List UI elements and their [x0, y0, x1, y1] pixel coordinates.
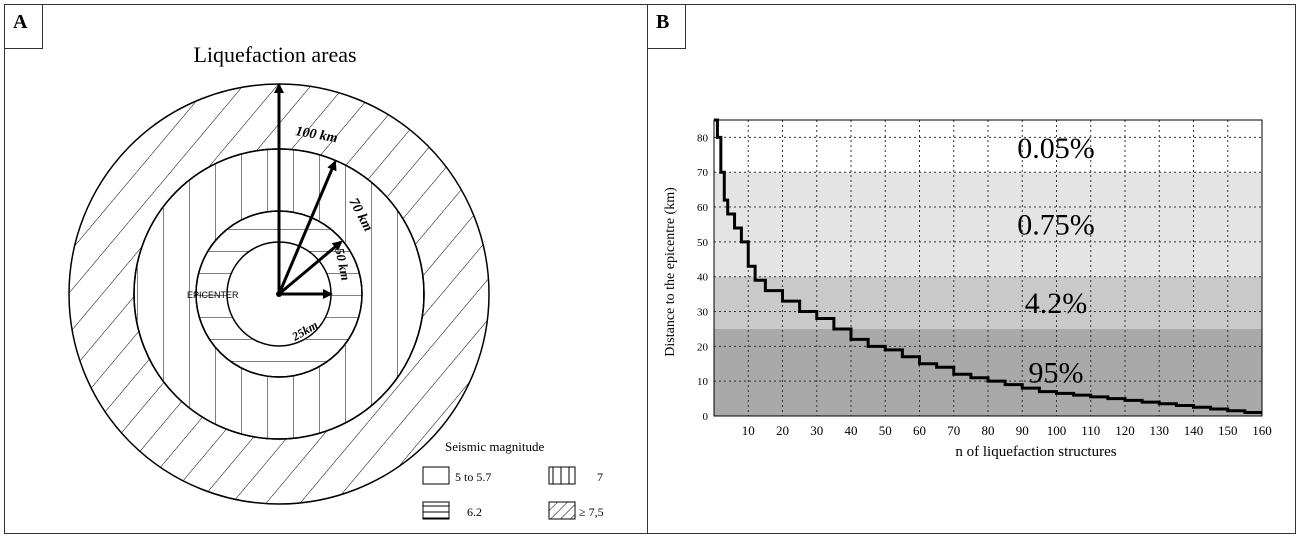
arrow-50km: [278, 240, 343, 296]
x-tick-label: 160: [1252, 423, 1272, 438]
x-tick-label: 130: [1150, 423, 1170, 438]
x-tick-label: 100: [1047, 423, 1067, 438]
radius-label-50km: 50 km: [332, 247, 354, 282]
x-tick-label: 140: [1184, 423, 1204, 438]
x-tick-label: 70: [947, 423, 960, 438]
y-tick-label: 40: [697, 272, 709, 284]
band-percent-label: 0.05%: [1017, 132, 1095, 165]
y-tick-label: 30: [697, 307, 709, 319]
series-line: [714, 118, 1262, 415]
panel-b-label: B: [648, 5, 686, 49]
y-tick-label: 80: [697, 132, 709, 144]
liquefaction-diagram: Liquefaction areas EPICENTER 100 km 70 k…: [68, 42, 604, 520]
x-tick-label: 20: [776, 423, 789, 438]
arrow-70km: [277, 160, 337, 295]
legend-swatch-diagonal: [548, 501, 576, 520]
x-tick-label: 110: [1081, 423, 1100, 438]
y-tick-label: 60: [697, 202, 709, 214]
radius-label-100km: 100 km: [294, 124, 338, 146]
x-tick-label: 150: [1218, 423, 1238, 438]
band-1: [714, 172, 1262, 277]
x-tick-label: 40: [845, 423, 858, 438]
legend-swatch-vertical: [548, 466, 576, 485]
panel-a: A Liquefaction areas: [4, 4, 648, 534]
legend-label-7-5: ≥ 7,5: [579, 505, 604, 519]
x-tick-label: 80: [982, 423, 995, 438]
plot-frame: [713, 119, 1263, 417]
panel-b: B 0.05% 0.75% 4.2% 95% 10 20 30 40 50 60 70 80 90 10…: [648, 4, 1296, 534]
x-tick-label: 120: [1115, 423, 1135, 438]
legend-swatch-empty: [422, 466, 450, 485]
panel-a-label: A: [5, 5, 43, 49]
x-tick-label: 50: [879, 423, 892, 438]
y-tick-label: 50: [697, 237, 709, 249]
band-percent-label: 95%: [1029, 356, 1084, 389]
legend-title: Seismic magnitude: [445, 439, 545, 454]
legend-label-7: 7: [597, 470, 603, 484]
legend-swatch-horizontal: [422, 501, 450, 520]
diagram-title: Liquefaction areas: [193, 42, 356, 67]
x-tick-label: 30: [810, 423, 823, 438]
y-axis-label: Distance to the epicentre (km): [663, 187, 678, 357]
x-tick-label: 10: [742, 423, 755, 438]
x-tick-label: 60: [913, 423, 926, 438]
y-tick-label: 0: [703, 411, 709, 423]
x-tick-label: 90: [1016, 423, 1029, 438]
epicenter-label: EPICENTER: [187, 290, 239, 300]
legend-label-5-to-5-7: 5 to 5.7: [455, 470, 491, 484]
band-percent-label: 4.2%: [1025, 287, 1088, 320]
x-axis-label: n of liquefaction structures: [955, 444, 1116, 460]
y-tick-label: 70: [697, 167, 709, 179]
y-tick-label: 20: [697, 341, 709, 353]
legend: Seismic magnitude 5 to 5.7 7 6.2 ≥ 7,5: [422, 439, 604, 520]
distance-chart: 0.05%0.75%4.2%95% 10 20 30 40 50 60 70 80 90 100 1…: [663, 118, 1272, 460]
legend-label-6-2: 6.2: [467, 505, 482, 519]
y-tick-label: 10: [697, 376, 709, 388]
band-percent-label: 0.75%: [1017, 208, 1095, 241]
